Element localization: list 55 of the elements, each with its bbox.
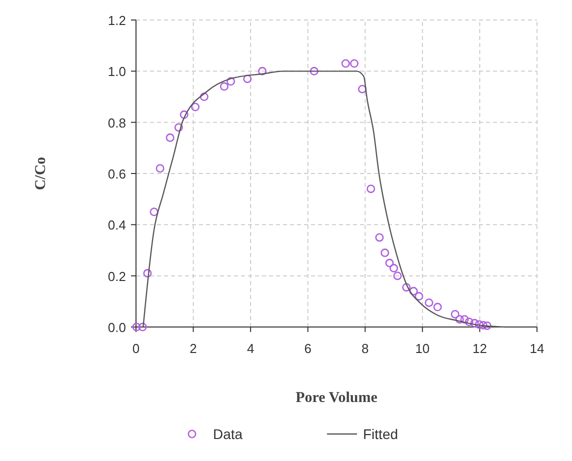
x-tick-label: 8	[362, 341, 369, 356]
x-tick-label: 4	[246, 341, 254, 356]
point	[460, 315, 469, 324]
point	[482, 321, 492, 330]
point	[243, 74, 252, 84]
x-tick-label: 0	[132, 341, 140, 356]
point	[150, 208, 158, 216]
point	[341, 59, 350, 68]
point	[402, 283, 411, 292]
point	[258, 66, 267, 76]
y-tick-label: 0.0	[108, 320, 126, 335]
point	[424, 298, 434, 307]
point	[385, 258, 394, 268]
point	[464, 318, 474, 326]
x-tick-label: 10	[415, 341, 430, 356]
point	[350, 59, 359, 68]
point	[226, 77, 236, 86]
point	[180, 110, 188, 119]
legend-label: Fitted	[363, 426, 398, 442]
point	[143, 269, 152, 278]
y-tick-label: 0.2	[108, 268, 126, 284]
x-tick-label: 12	[472, 341, 487, 356]
point	[414, 292, 424, 301]
y-tick-label: 1.2	[108, 13, 126, 28]
point	[166, 133, 174, 142]
x-tick-label: 6	[304, 341, 312, 356]
point	[380, 248, 390, 258]
point	[156, 164, 164, 173]
point	[310, 66, 318, 76]
point	[450, 310, 460, 318]
point	[478, 320, 488, 330]
point	[375, 233, 384, 242]
point	[358, 84, 367, 94]
point	[455, 315, 464, 324]
point	[390, 264, 398, 272]
x-tick-label: 14	[530, 341, 544, 356]
x-axis-title: Pore Volume	[296, 390, 378, 406]
point	[174, 123, 183, 132]
x-tick-label: 2	[190, 341, 197, 356]
point	[200, 92, 208, 101]
point	[393, 272, 402, 280]
point	[138, 322, 147, 332]
y-tick-label: 0.8	[108, 115, 126, 130]
y-axis-title: C/Co	[33, 156, 49, 190]
y-tick-label: 1.0	[108, 64, 126, 80]
point	[470, 318, 479, 328]
point	[191, 102, 200, 112]
point	[220, 82, 228, 91]
legend-label: Data	[213, 426, 243, 442]
point	[433, 302, 442, 312]
point	[474, 320, 484, 329]
point	[409, 286, 418, 296]
y-tick-label: 0.4	[108, 218, 126, 233]
y-tick-label: 0.6	[108, 166, 126, 182]
point	[366, 184, 376, 194]
